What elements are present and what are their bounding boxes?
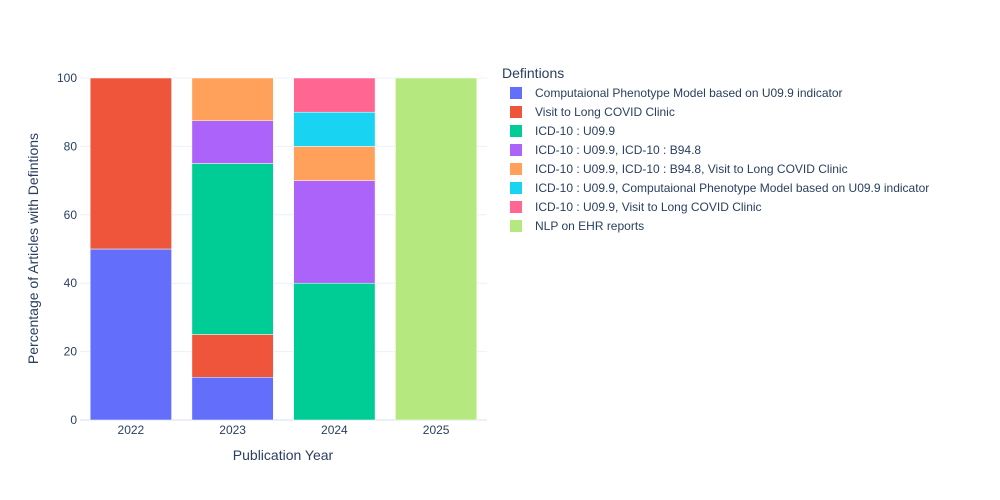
legend-label: Computaional Phenotype Model based on U0… bbox=[535, 86, 843, 100]
bars bbox=[89, 77, 478, 421]
legend-item[interactable]: ICD-10 : U09.9, Visit to Long COVID Clin… bbox=[510, 200, 762, 214]
y-axis-ticks: 0 20 40 60 80 100 bbox=[57, 71, 77, 427]
legend-label: ICD-10 : U09.9, ICD-10 : B94.8 bbox=[535, 143, 701, 157]
legend-item[interactable]: ICD-10 : U09.9 bbox=[510, 124, 615, 138]
legend-swatch bbox=[510, 87, 522, 99]
x-tick-label: 2022 bbox=[118, 423, 145, 437]
bar-2025-series-7 bbox=[395, 77, 478, 421]
y-tick-label: 0 bbox=[70, 413, 77, 427]
bar-2023-series-3 bbox=[191, 120, 274, 164]
legend-label: ICD-10 : U09.9, Computaional Phenotype M… bbox=[535, 181, 929, 195]
bar-2024-series-5 bbox=[293, 111, 376, 147]
x-tick-label: 2024 bbox=[321, 423, 348, 437]
bar-2023-series-1 bbox=[191, 334, 274, 378]
legend-item[interactable]: NLP on EHR reports bbox=[510, 219, 644, 233]
bar-2023-series-2 bbox=[191, 163, 274, 335]
legend-swatch bbox=[510, 201, 522, 213]
y-tick-label: 40 bbox=[64, 276, 78, 290]
legend-swatch bbox=[510, 106, 522, 118]
y-tick-label: 100 bbox=[57, 71, 77, 85]
bar-2024-series-4 bbox=[293, 146, 376, 181]
bar-2023-series-4 bbox=[191, 77, 274, 121]
bar-2024-series-2 bbox=[293, 282, 376, 421]
legend-swatch bbox=[510, 220, 522, 232]
legend-label: NLP on EHR reports bbox=[535, 219, 644, 233]
x-tick-label: 2025 bbox=[423, 423, 450, 437]
legend-label: ICD-10 : U09.9, ICD-10 : B94.8, Visit to… bbox=[535, 162, 848, 176]
legend-label: Visit to Long COVID Clinic bbox=[535, 105, 675, 119]
legend-item[interactable]: ICD-10 : U09.9, Computaional Phenotype M… bbox=[510, 181, 929, 195]
legend: Defintions Computaional Phenotype Model … bbox=[502, 65, 929, 233]
y-axis-title: Percentage of Articles with Defintions bbox=[25, 133, 41, 364]
legend-item[interactable]: ICD-10 : U09.9, ICD-10 : B94.8, Visit to… bbox=[510, 162, 848, 176]
legend-title: Defintions bbox=[502, 65, 564, 81]
legend-swatch bbox=[510, 125, 522, 137]
legend-item[interactable]: Visit to Long COVID Clinic bbox=[510, 105, 675, 119]
bar-2022-series-0 bbox=[89, 248, 172, 421]
bar-2024-series-6 bbox=[293, 77, 376, 113]
x-tick-label: 2023 bbox=[219, 423, 246, 437]
x-axis-title: Publication Year bbox=[233, 447, 334, 463]
y-tick-label: 80 bbox=[64, 139, 78, 153]
x-axis-ticks: 2022 2023 2024 2025 bbox=[118, 423, 450, 437]
legend-item[interactable]: Computaional Phenotype Model based on U0… bbox=[510, 86, 843, 100]
legend-swatch bbox=[510, 182, 522, 194]
legend-swatch bbox=[510, 144, 522, 156]
legend-label: ICD-10 : U09.9, Visit to Long COVID Clin… bbox=[535, 200, 762, 214]
y-tick-label: 20 bbox=[64, 345, 78, 359]
bar-2023-series-0 bbox=[191, 377, 274, 421]
y-tick-label: 60 bbox=[64, 208, 78, 222]
legend-label: ICD-10 : U09.9 bbox=[535, 124, 615, 138]
bar-2024-series-3 bbox=[293, 180, 376, 284]
legend-item[interactable]: ICD-10 : U09.9, ICD-10 : B94.8 bbox=[510, 143, 701, 157]
legend-swatch bbox=[510, 163, 522, 175]
bar-2022-series-1 bbox=[89, 77, 172, 250]
